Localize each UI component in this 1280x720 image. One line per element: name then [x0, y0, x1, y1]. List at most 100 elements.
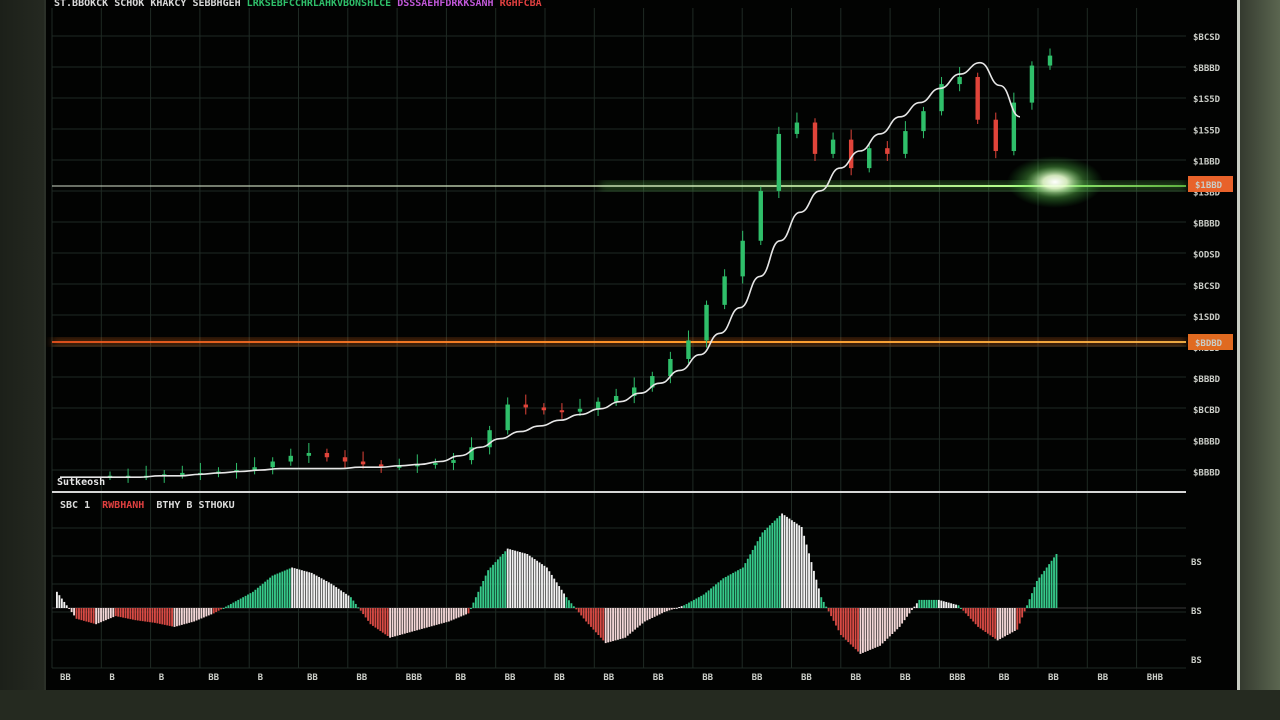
time-axis-label: BBB	[949, 673, 966, 683]
histogram-bar	[308, 572, 311, 608]
histogram-bar	[492, 564, 494, 608]
histogram-bar	[957, 605, 960, 608]
histogram-bar	[1006, 608, 1009, 635]
histogram-bar	[256, 587, 259, 608]
histogram-bar	[1018, 608, 1021, 624]
histogram-bar	[526, 554, 529, 608]
histogram-bar	[710, 588, 712, 608]
histogram-bar	[386, 608, 389, 637]
histogram-bar	[587, 608, 590, 625]
candle	[668, 358, 673, 377]
histogram-bar	[87, 608, 90, 623]
histogram-bar	[457, 608, 460, 618]
histogram-bar	[325, 581, 328, 608]
histogram-bar	[416, 608, 418, 631]
histogram-bar	[558, 586, 561, 608]
histogram-bar	[617, 608, 619, 640]
histogram-bar	[335, 587, 338, 608]
candle	[306, 452, 312, 456]
histogram-bar	[381, 608, 384, 633]
candle	[433, 462, 438, 465]
histogram-bar	[408, 608, 411, 633]
histogram-bar	[472, 602, 475, 608]
histogram-bar	[1040, 574, 1043, 608]
histogram-bar	[891, 608, 894, 634]
histogram-bar	[690, 601, 693, 608]
histogram-bar	[440, 608, 443, 624]
time-axis-label: BB	[208, 673, 219, 683]
histogram-bar	[119, 608, 122, 618]
histogram-bar	[516, 551, 519, 608]
histogram-bar	[531, 557, 534, 608]
histogram-bar	[783, 515, 786, 608]
histogram-bar	[318, 576, 320, 608]
histogram-bar	[768, 525, 771, 608]
candle	[722, 276, 727, 305]
histogram-bar	[764, 530, 766, 608]
histogram-bar	[310, 572, 313, 608]
candle	[523, 404, 528, 408]
histogram-bar	[391, 608, 394, 638]
histogram-bar	[1004, 608, 1006, 637]
histogram-bar	[122, 608, 124, 618]
time-axis-label: B	[258, 673, 264, 683]
histogram-bar	[97, 608, 100, 624]
histogram-bar	[555, 582, 558, 608]
histogram-bar	[303, 570, 306, 608]
time-axis-label: BB	[307, 673, 318, 683]
indicator-label-right: BTHY B STHOKU	[156, 500, 234, 511]
histogram-bar	[658, 608, 661, 615]
candle	[541, 407, 547, 411]
histogram-bar	[619, 608, 622, 640]
histogram-bar	[999, 608, 1002, 640]
histogram-bar	[629, 608, 632, 634]
candle	[650, 376, 655, 388]
histogram-bar	[661, 608, 663, 614]
moving-average-line	[60, 61, 1021, 479]
histogram-bar	[685, 603, 688, 608]
histogram-bar	[727, 575, 730, 608]
histogram-bar	[1001, 608, 1004, 638]
candle	[397, 465, 402, 468]
histogram-bar	[131, 608, 134, 620]
histogram-bar	[673, 608, 676, 609]
histogram-bar	[305, 571, 308, 608]
histogram-bar	[915, 603, 918, 608]
histogram-bar	[614, 608, 617, 641]
histogram-bar	[234, 601, 237, 608]
time-axis-label: BB	[850, 673, 861, 683]
histogram-bar	[621, 608, 624, 639]
histogram-bar	[171, 608, 173, 627]
indicator-axis-label: BS	[1191, 558, 1202, 568]
time-axis-label: BB	[505, 673, 516, 683]
histogram-bar	[425, 608, 428, 628]
histogram-bar	[413, 608, 416, 631]
histogram-bar	[925, 599, 928, 608]
histogram-bar	[63, 601, 66, 608]
histogram-bar	[577, 608, 580, 613]
histogram-bar	[124, 608, 127, 619]
histogram-bar	[519, 551, 521, 608]
candle	[686, 340, 691, 359]
panel-divider	[52, 491, 1186, 493]
candle	[451, 460, 456, 463]
histogram-bar	[974, 608, 977, 625]
histogram-bar	[550, 574, 553, 608]
histogram-bar	[433, 608, 436, 626]
histogram-bar	[450, 608, 453, 621]
histogram-bar	[800, 527, 803, 608]
histogram-bar	[109, 608, 112, 619]
histogram-bar	[656, 608, 659, 616]
price-axis-label: $BBBD	[1193, 64, 1221, 74]
histogram-bar	[717, 582, 720, 608]
histogram-bar	[239, 598, 242, 608]
histogram-bar	[680, 606, 683, 608]
histogram-bar	[65, 605, 68, 608]
histogram-bar	[136, 608, 139, 621]
candle	[704, 304, 709, 341]
candle	[505, 404, 510, 431]
histogram-bar	[384, 608, 387, 635]
histogram-bar	[261, 583, 264, 608]
histogram-bar	[1048, 564, 1051, 608]
histogram-bar	[893, 608, 896, 632]
